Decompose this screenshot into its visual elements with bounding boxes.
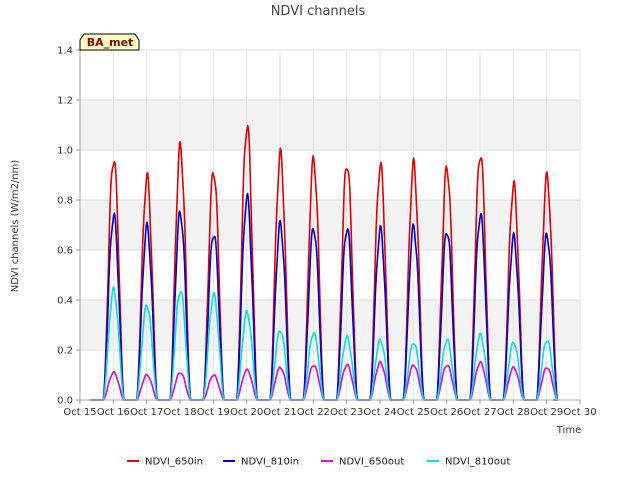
y-axis-label: NDVI channels (W/m2/nm) [10,160,21,293]
legend-label: NDVI_810out [445,457,510,468]
legend-label: NDVI_810in [241,457,299,468]
x-tick-label: Oct 21 [263,407,296,418]
x-tick-labels: Oct 15 Oct 16 Oct 17 Oct 18 Oct 19 Oct 20 Oct … [63,400,597,418]
x-tick-label: Oct 15 [63,407,96,418]
x-tick-label: Oct 25 [397,407,430,418]
y-tick-label: 1.4 [57,46,73,57]
plot-band [80,150,580,200]
x-tick-label: Oct 27 [463,407,496,418]
x-tick-label: Oct 18 [163,407,196,418]
plot-band [80,250,580,300]
x-tick-label: Oct 23 [330,407,363,418]
y-tick-label: 0.8 [57,196,73,207]
y-tick-label: 0.6 [57,246,73,257]
station-badge: BA_met [79,33,140,51]
badge-label: BA_met [87,36,134,49]
plot-band [80,300,580,350]
y-tick-label: 0.2 [57,346,73,357]
x-tick-label: Oct 20 [230,407,263,418]
x-tick-label: Oct 24 [363,407,396,418]
plot-background [80,50,580,400]
x-tick-label: Oct 22 [297,407,330,418]
y-tick-label: 0.0 [57,396,73,407]
legend-label: NDVI_650in [145,457,203,468]
x-tick-label: Oct 29 [530,407,563,418]
legend-label: NDVI_650out [339,457,404,468]
x-tick-label: Oct 16 [97,407,130,418]
y-tick-labels: 0.0 0.2 0.4 0.6 0.8 1.0 1.2 1.4 [57,46,80,407]
plot-band [80,350,580,400]
x-axis-label: Time [556,425,581,436]
x-tick-label: Oct 19 [197,407,230,418]
y-tick-label: 1.2 [57,96,73,107]
x-tick-label: Oct 26 [430,407,463,418]
y-tick-label: 0.4 [57,296,73,307]
x-tick-label: Oct 28 [497,407,530,418]
x-tick-label: Oct 17 [130,407,163,418]
chart-title: NDVI channels [271,4,366,19]
plot-band [80,100,580,150]
legend: NDVI_650in NDVI_810in NDVI_650out NDVI_810o… [127,457,510,468]
plot-band [80,50,580,100]
x-tick-label: Oct 30 [563,407,596,418]
axes [79,50,580,401]
y-tick-label: 1.0 [57,146,73,157]
plot-band [80,200,580,250]
badge-box [79,33,140,51]
